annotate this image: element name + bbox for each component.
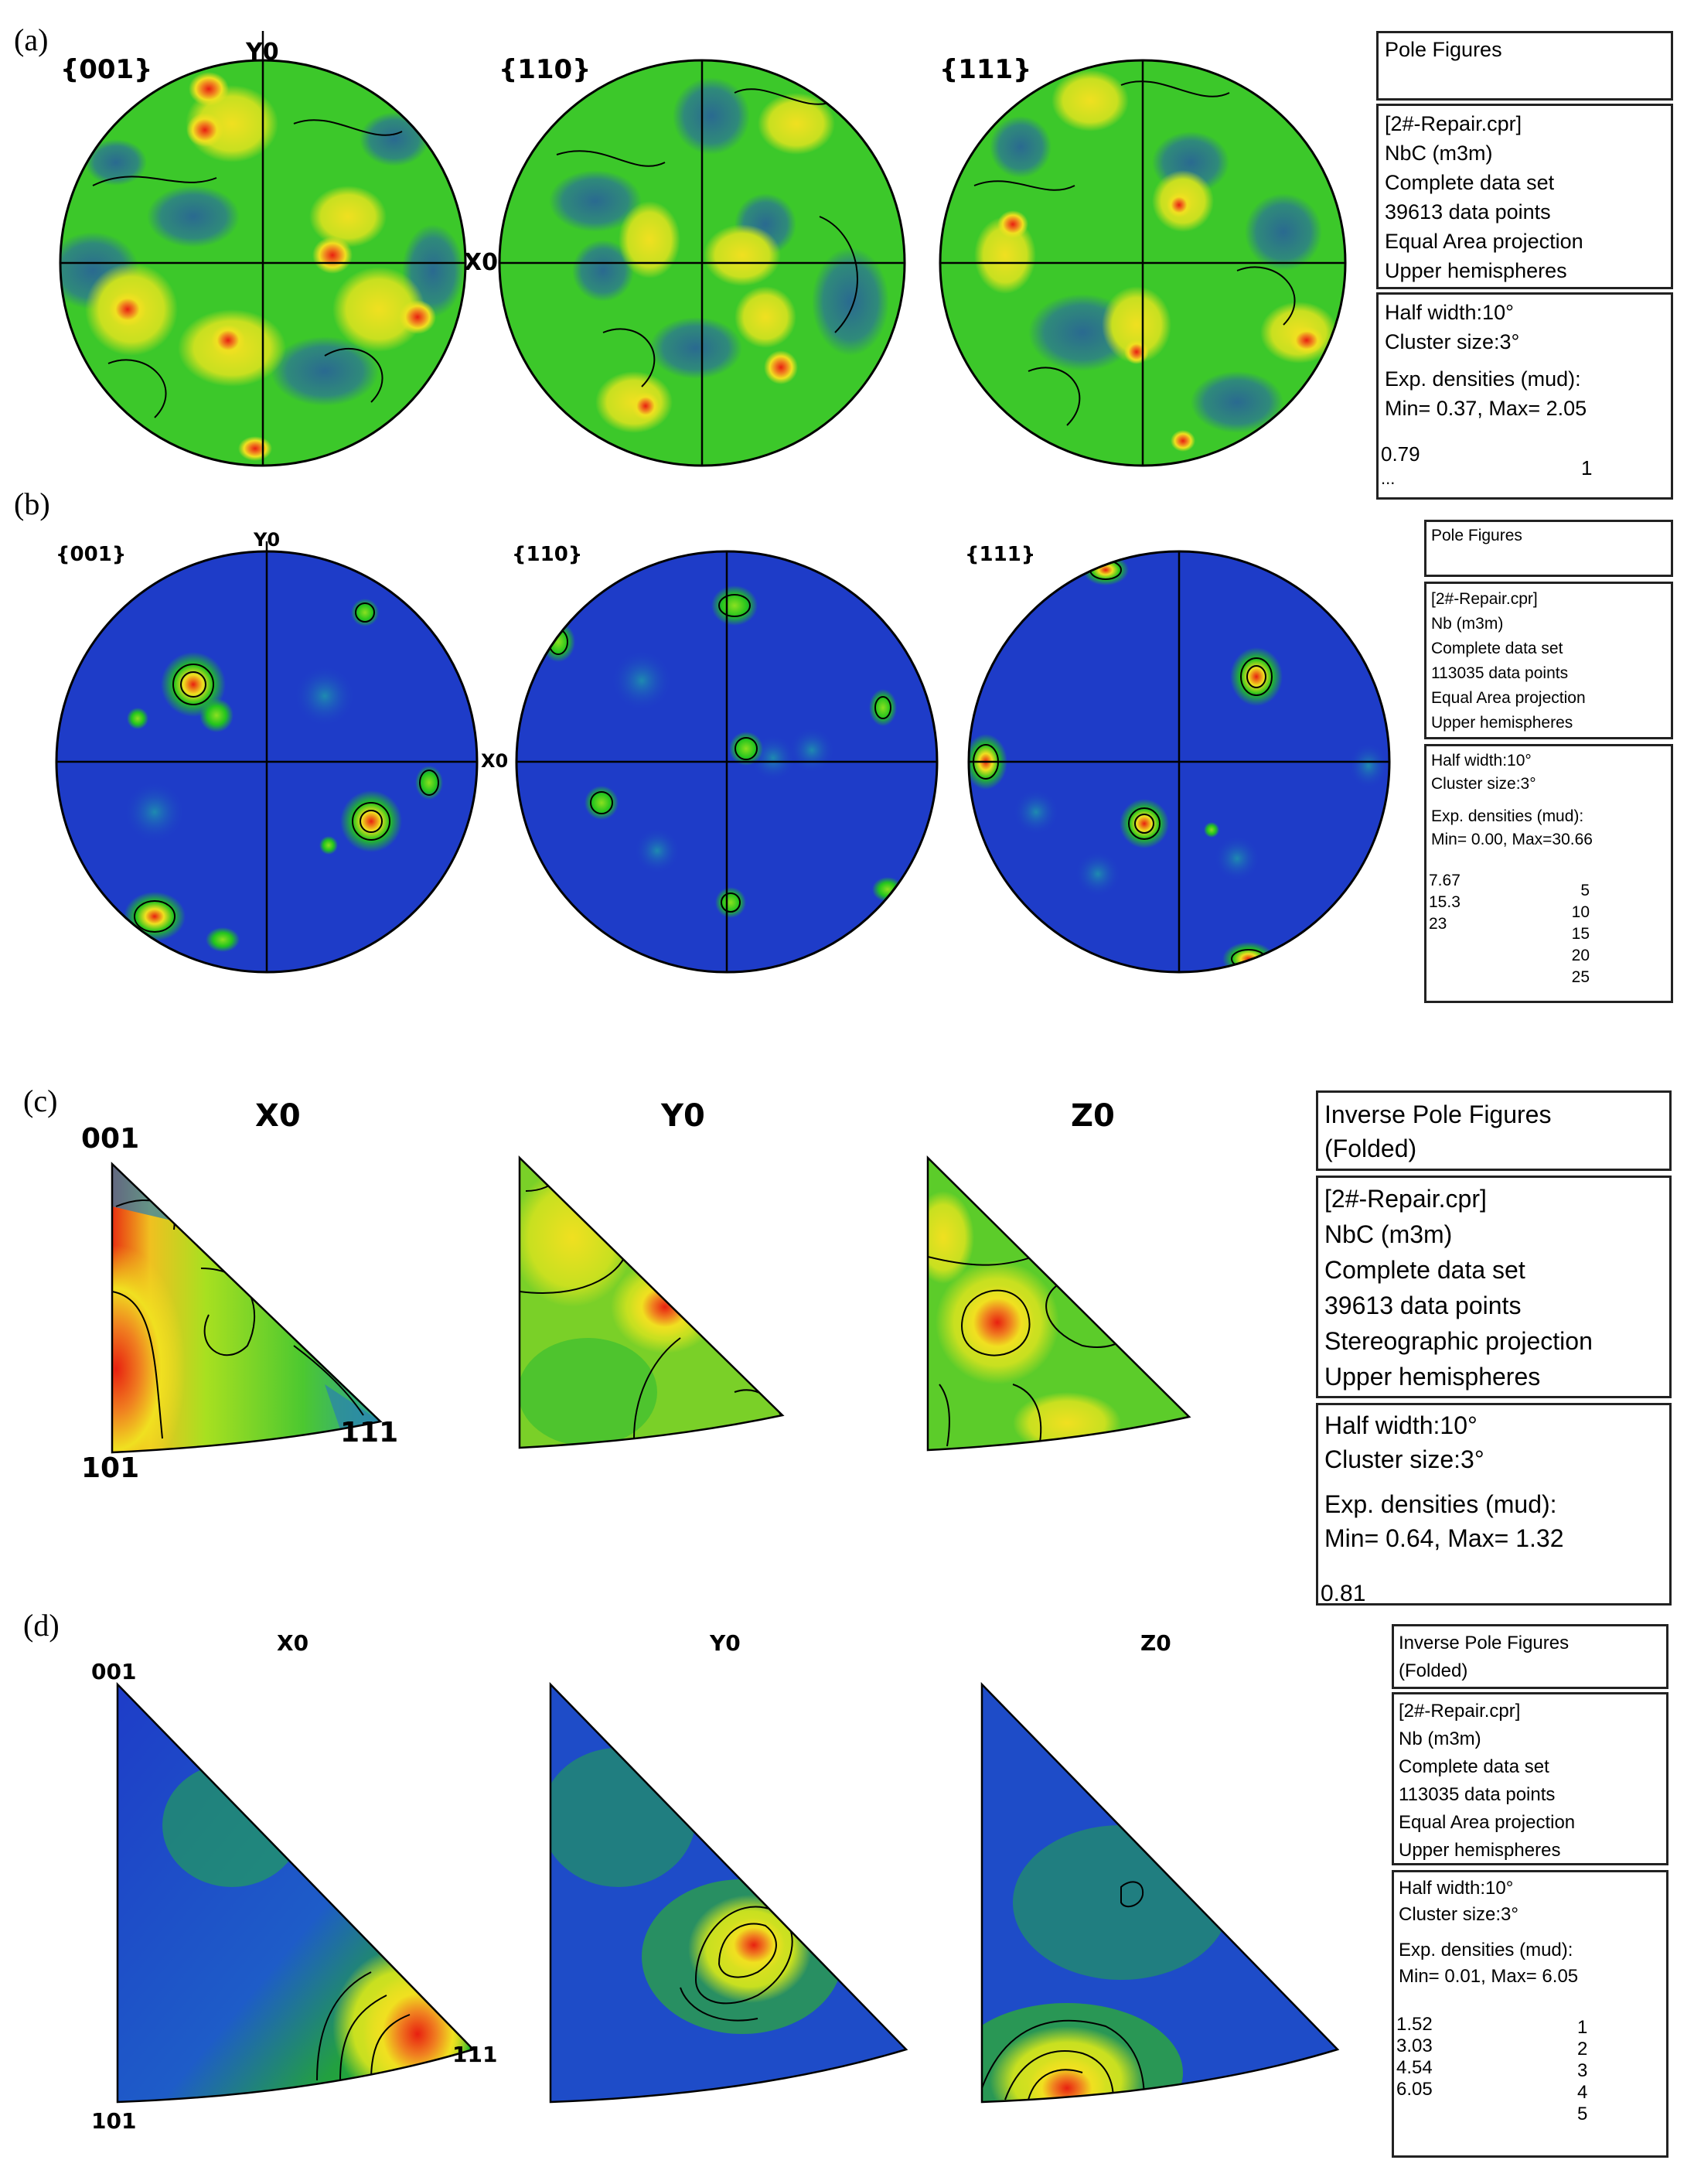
- axis-x-a: X0: [464, 249, 499, 276]
- legend-level-d-3: 4.54: [1396, 2057, 1433, 2078]
- corner-top-c: 001: [81, 1123, 140, 1155]
- title-d-1: X0: [277, 1630, 309, 1656]
- title-a-1: {001}: [60, 54, 153, 85]
- info-box-c-3: Half width:10° Cluster size:3° Exp. dens…: [1316, 1403, 1672, 1606]
- corner-br-d: 111: [452, 2042, 498, 2067]
- legend-level-d-2: 3.03: [1396, 2036, 1433, 2056]
- info-box-c-1: Inverse Pole Figures (Folded): [1316, 1090, 1672, 1171]
- ipf-c-y0: [518, 1155, 785, 1449]
- corner-bl-c: 101: [81, 1452, 140, 1484]
- info-box-a-1: Pole Figures: [1376, 31, 1673, 101]
- panel-label-d: (d): [23, 1608, 60, 1643]
- scale-tick-d-4: 4: [1577, 2082, 1588, 2103]
- legend-level-b-1: 7.67: [1429, 872, 1461, 889]
- info-box-b-2: [2#-Repair.cpr] Nb (m3m) Complete data s…: [1424, 582, 1673, 739]
- title-d-3: Z0: [1140, 1630, 1171, 1656]
- legend-level-b-3: 23: [1429, 915, 1447, 933]
- legend-level-c-1: 0.81: [1321, 1581, 1366, 1606]
- scale-tick-b-3: 15: [1571, 925, 1590, 943]
- info-box-d-3: Half width:10° Cluster size:3° Exp. dens…: [1392, 1870, 1668, 2158]
- title-b-3: {111}: [965, 543, 1036, 566]
- pole-figure-a-110: [498, 59, 906, 467]
- corner-bl-d: 101: [91, 2108, 137, 2134]
- info-box-a-3: Half width:10° Cluster size:3° Exp. dens…: [1376, 292, 1673, 500]
- title-c-3: Z0: [1071, 1098, 1115, 1134]
- scale-tick-b-2: 10: [1571, 903, 1590, 921]
- ipf-d-z0: [980, 1681, 1340, 2104]
- ipf-d-x0: [116, 1681, 475, 2104]
- title-b-1: {001}: [56, 543, 127, 566]
- info-box-a-2: [2#-Repair.cpr] NbC (m3m) Complete data …: [1376, 104, 1673, 289]
- scale-tick-d-3: 3: [1577, 2060, 1588, 2081]
- title-c-1: X0: [255, 1098, 301, 1134]
- legend-more-a: ...: [1381, 469, 1396, 488]
- title-b-2: {110}: [512, 543, 583, 566]
- title-d-2: Y0: [710, 1630, 741, 1656]
- scale-tick-b-5: 25: [1571, 968, 1590, 986]
- info-box-b-1: Pole Figures: [1424, 520, 1673, 577]
- info-box-d-1: Inverse Pole Figures (Folded): [1392, 1624, 1668, 1689]
- ipf-d-y0: [549, 1681, 908, 2104]
- corner-top-d: 001: [91, 1659, 137, 1684]
- pole-figure-a-001: [59, 31, 467, 467]
- title-a-3: {111}: [939, 54, 1032, 85]
- axis-y-b: Y0: [254, 529, 281, 551]
- legend-level-d-4: 6.05: [1396, 2079, 1433, 2100]
- corner-br-c: 111: [340, 1417, 399, 1449]
- panel-label-b: (b): [14, 486, 50, 521]
- scale-tick-d-2: 2: [1577, 2039, 1588, 2059]
- pole-figure-b-111: [967, 550, 1391, 974]
- scale-tick-a-1: 1: [1581, 456, 1593, 479]
- info-box-b-3: Half width:10° Cluster size:3° Exp. dens…: [1424, 744, 1673, 1003]
- info-box-c-2: [2#-Repair.cpr] NbC (m3m) Complete data …: [1316, 1176, 1672, 1398]
- scale-tick-d-5: 5: [1577, 2104, 1588, 2124]
- title-c-2: Y0: [661, 1098, 705, 1134]
- info-box-d-2: [2#-Repair.cpr] Nb (m3m) Complete data s…: [1392, 1692, 1668, 1865]
- scale-tick-b-1: 5: [1580, 882, 1590, 899]
- legend-level-b-2: 15.3: [1429, 893, 1461, 911]
- panel-label-a: (a): [14, 22, 49, 57]
- pole-figure-a-111: [939, 59, 1347, 467]
- pole-figure-b-110: [515, 550, 939, 974]
- pole-figure-b-001: [55, 541, 479, 974]
- legend-level-a-1: 0.79: [1381, 442, 1420, 466]
- title-a-2: {110}: [499, 54, 591, 85]
- scale-tick-b-4: 20: [1571, 947, 1590, 964]
- scale-tick-d-1: 1: [1577, 2017, 1588, 2038]
- panel-label-c: (c): [23, 1083, 58, 1118]
- axis-x-b: X0: [481, 750, 509, 772]
- ipf-c-x0: [111, 1162, 383, 1454]
- ipf-c-z0: [926, 1155, 1191, 1452]
- axis-y-a: Y0: [246, 39, 279, 66]
- legend-level-d-1: 1.52: [1396, 2014, 1433, 2035]
